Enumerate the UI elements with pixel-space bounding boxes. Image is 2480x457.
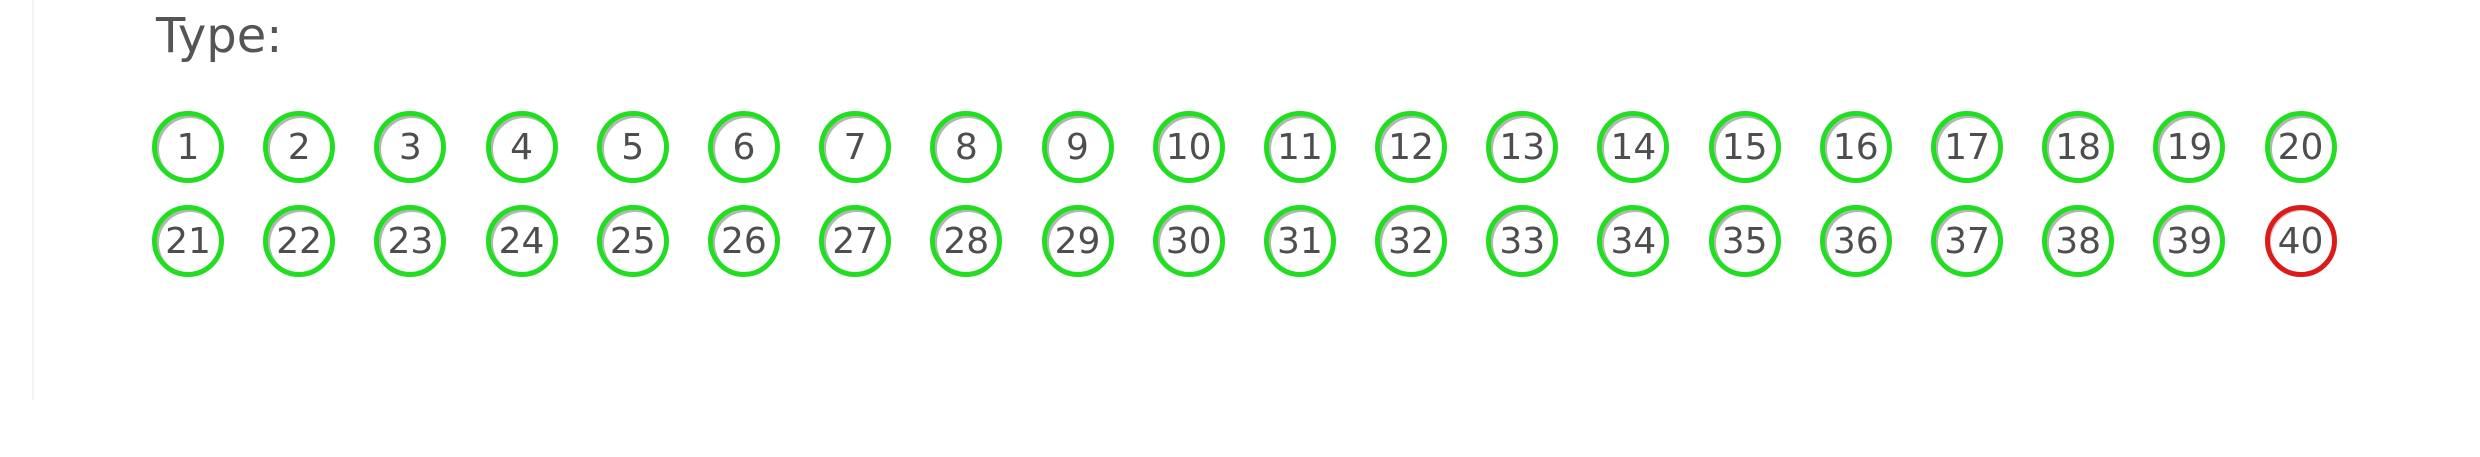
number-cell-29[interactable]: 29 xyxy=(1041,205,1114,277)
number-cell-7[interactable]: 7 xyxy=(819,111,892,183)
number-cell-1[interactable]: 1 xyxy=(152,111,224,183)
number-cell-20[interactable]: 20 xyxy=(2264,111,2337,183)
number-cell-36[interactable]: 36 xyxy=(1819,205,1892,277)
number-cell-12[interactable]: 12 xyxy=(1375,111,1448,183)
number-cell-6[interactable]: 6 xyxy=(707,111,780,183)
number-cell-26[interactable]: 26 xyxy=(707,205,780,277)
number-cell-37[interactable]: 37 xyxy=(1931,205,2003,277)
number-cell-31[interactable]: 31 xyxy=(1263,205,1336,277)
number-cell-16[interactable]: 16 xyxy=(1819,111,1892,183)
number-cell-11[interactable]: 11 xyxy=(1263,111,1336,183)
number-cell-9[interactable]: 9 xyxy=(1041,111,1114,183)
number-cell-17[interactable]: 17 xyxy=(1931,111,2003,183)
number-cell-14[interactable]: 14 xyxy=(1597,111,1670,183)
number-cell-4[interactable]: 4 xyxy=(485,111,558,183)
number-cell-8[interactable]: 8 xyxy=(930,111,1003,183)
number-cell-3[interactable]: 3 xyxy=(374,111,447,183)
number-grid: 1 2 3 4 5 6 7 8 9 10 11 12 13 14 15 16 17 18 19 20 21 22 23 24 2… xyxy=(152,111,2337,277)
number-cell-23[interactable]: 23 xyxy=(374,205,447,277)
number-cell-39[interactable]: 39 xyxy=(2153,205,2226,277)
number-cell-33[interactable]: 33 xyxy=(1486,205,1559,277)
type-label: Type: xyxy=(156,8,283,64)
number-cell-5[interactable]: 5 xyxy=(596,111,669,183)
number-cell-32[interactable]: 32 xyxy=(1375,205,1448,277)
number-cell-40[interactable]: 40 xyxy=(2264,205,2337,277)
number-cell-28[interactable]: 28 xyxy=(930,205,1003,277)
number-cell-19[interactable]: 19 xyxy=(2153,111,2226,183)
number-cell-2[interactable]: 2 xyxy=(263,111,336,183)
number-cell-38[interactable]: 38 xyxy=(2042,205,2115,277)
number-cell-13[interactable]: 13 xyxy=(1486,111,1559,183)
number-cell-24[interactable]: 24 xyxy=(485,205,558,277)
number-cell-25[interactable]: 25 xyxy=(596,205,669,277)
number-cell-34[interactable]: 34 xyxy=(1597,205,1670,277)
number-cell-21[interactable]: 21 xyxy=(152,205,224,277)
type-panel xyxy=(32,0,2480,400)
number-cell-15[interactable]: 15 xyxy=(1708,111,1781,183)
number-cell-35[interactable]: 35 xyxy=(1708,205,1781,277)
number-cell-10[interactable]: 10 xyxy=(1152,111,1225,183)
number-cell-30[interactable]: 30 xyxy=(1152,205,1225,277)
number-cell-18[interactable]: 18 xyxy=(2042,111,2115,183)
number-cell-27[interactable]: 27 xyxy=(819,205,892,277)
number-cell-22[interactable]: 22 xyxy=(263,205,336,277)
